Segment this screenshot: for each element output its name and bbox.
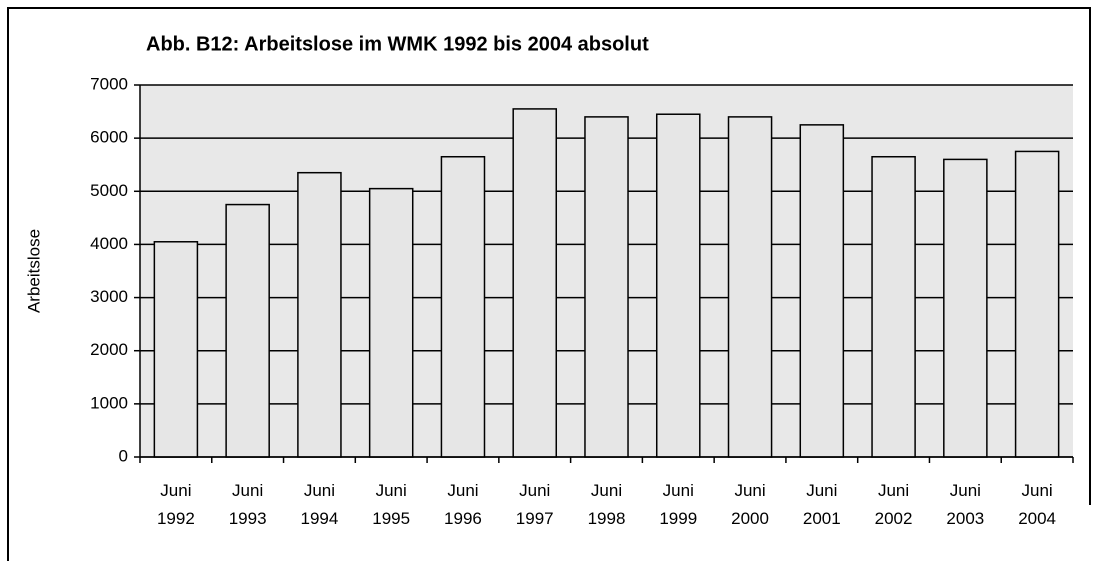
bar (871, 155, 916, 458)
bar (440, 155, 486, 458)
bar (512, 108, 558, 458)
x-tick-label: Juni 1994 (300, 481, 339, 528)
y-tick-label: 6000 (90, 128, 128, 147)
y-tick-label: 2000 (90, 340, 128, 359)
bar (584, 116, 629, 458)
x-tick-label: Juni 1998 (587, 481, 626, 528)
bar (368, 187, 414, 458)
bar (943, 158, 988, 458)
x-tick-label: Juni 1993 (228, 481, 267, 528)
y-tick-label: 7000 (90, 74, 128, 93)
x-tick-label: Juni 2001 (802, 481, 841, 528)
x-tick-label: Juni 1995 (372, 481, 411, 528)
bar (799, 124, 845, 458)
y-tick-label: 1000 (90, 393, 128, 412)
bar (297, 171, 342, 458)
bar (1014, 150, 1060, 458)
x-tick-label: Juni 2003 (946, 481, 985, 528)
bar (655, 113, 701, 458)
x-tick-label: Juni 1996 (444, 481, 482, 528)
x-tick-label: Juni 1997 (515, 481, 554, 528)
bar (727, 116, 773, 458)
bar (225, 203, 270, 458)
y-tick-label: 3000 (90, 287, 128, 306)
x-tick-label: Juni 1992 (156, 481, 195, 528)
x-tick-label: Juni 2002 (874, 481, 913, 528)
bar (153, 241, 199, 458)
y-axis-label: Arbeitslose (24, 229, 43, 313)
x-tick-label: Juni 2004 (1018, 481, 1057, 528)
chart-title: Abb. B12: Arbeitslose im WMK 1992 bis 20… (146, 33, 649, 55)
y-tick-label: 0 (119, 446, 128, 465)
y-tick-label: 5000 (90, 181, 128, 200)
y-tick-label: 4000 (90, 234, 128, 253)
x-tick-label: Juni 1999 (659, 481, 698, 528)
frame (7, 7, 1091, 561)
x-tick-label: Juni 2000 (731, 481, 769, 528)
